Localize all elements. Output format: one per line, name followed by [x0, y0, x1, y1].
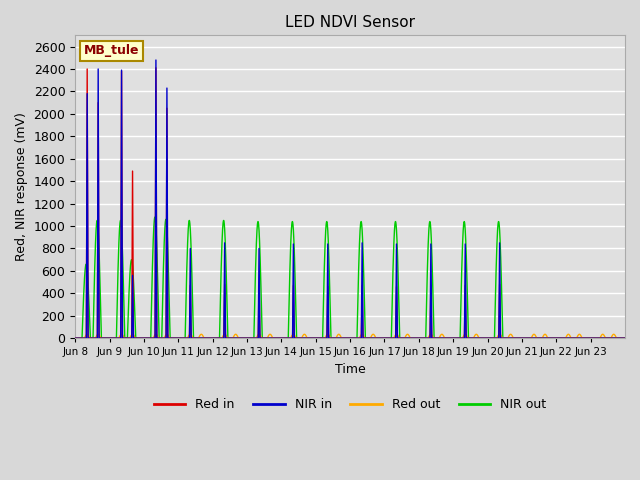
- Text: MB_tule: MB_tule: [83, 45, 139, 58]
- Y-axis label: Red, NIR response (mV): Red, NIR response (mV): [15, 112, 28, 261]
- Title: LED NDVI Sensor: LED NDVI Sensor: [285, 15, 415, 30]
- X-axis label: Time: Time: [335, 363, 365, 376]
- Legend: Red in, NIR in, Red out, NIR out: Red in, NIR in, Red out, NIR out: [149, 393, 551, 416]
